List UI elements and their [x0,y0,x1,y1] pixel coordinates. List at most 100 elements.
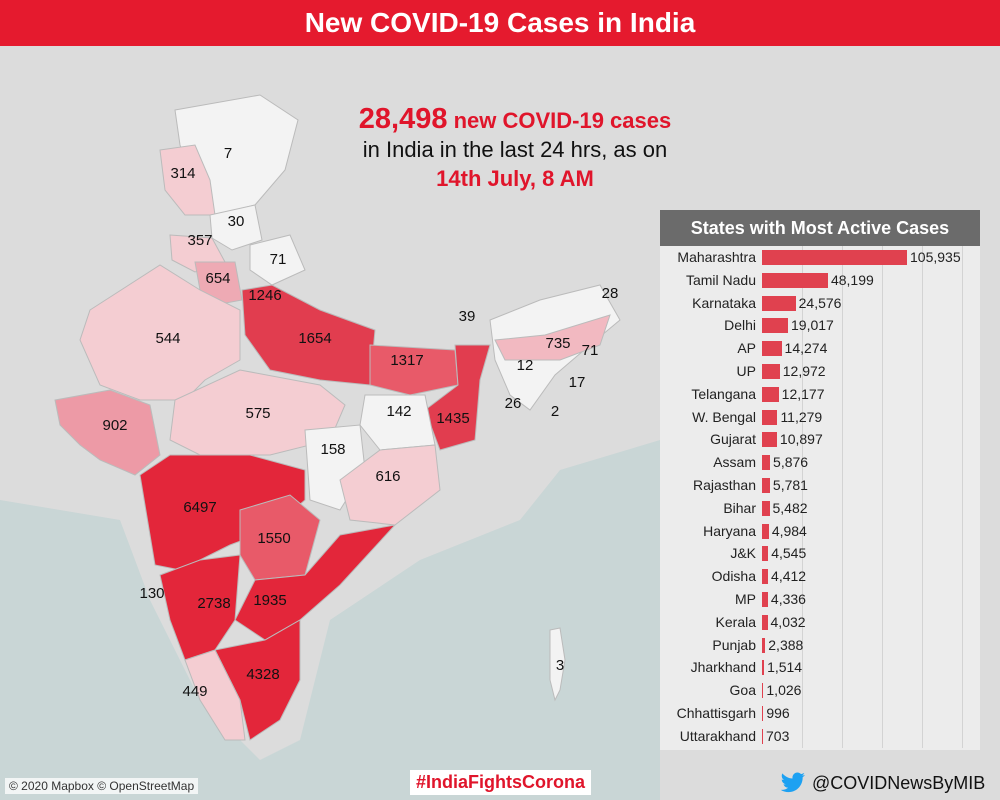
map-case-label: 575 [245,405,270,422]
state-row: MP 4,336 [660,588,980,611]
state-value: 11,279 [780,408,823,425]
state-value: 4,984 [771,522,807,539]
gridline [922,246,923,748]
state-name: UP [736,362,756,379]
map-attribution: © 2020 Mapbox © OpenStreetMap [5,778,199,794]
state-name: Tamil Nadu [685,271,756,288]
map-case-label: 449 [182,683,207,700]
state-bar [762,386,779,402]
state-bar [762,683,764,699]
state-row: AP 14,274 [660,337,980,360]
state-bar [762,660,765,676]
state-bar [762,409,778,425]
state-bar [762,614,768,630]
state-name: Punjab [712,636,756,653]
state-name: Gujarat [710,431,756,448]
state-bar [762,318,789,334]
state-name: Maharashtra [677,249,756,265]
map-case-label: 7 [224,145,232,162]
state-row: Uttarakhand 703 [660,725,980,748]
region-uttarakhand [249,234,306,286]
hashtag: #IndiaFightsCorona [410,770,592,795]
map-case-label: 654 [205,270,230,287]
state-name: Haryana [703,522,756,539]
state-name: Odisha [711,568,756,585]
state-row: Odisha 4,412 [660,565,980,588]
state-name: Goa [729,682,756,699]
state-bar [762,705,764,721]
map-case-label: 314 [170,165,195,182]
region-andaman [549,627,566,702]
map-case-label: 2 [551,403,559,420]
state-bar [762,250,907,265]
map-case-label: 1935 [253,592,286,609]
state-row: Punjab 2,388 [660,634,980,657]
region-himachal [209,204,263,251]
map-case-label: 130 [139,585,164,602]
headline-count: 28,498 [358,103,448,135]
map-case-label: 616 [375,468,400,485]
state-bar [762,363,780,379]
state-bar [762,455,771,471]
state-row: W. Bengal 11,279 [660,406,980,429]
state-value: 12,177 [781,385,825,402]
map-case-label: 1550 [257,530,290,547]
gridline [842,246,843,748]
state-bar [762,477,770,493]
map-case-label: 1654 [298,330,331,347]
map-case-label: 71 [582,342,599,359]
state-bar [762,295,796,311]
state-row: UP 12,972 [660,360,980,383]
state-bar [762,272,828,288]
headline-date: 14th July, 8 AM [436,166,594,191]
region-gujarat [54,389,161,476]
state-row: Rajasthan 5,781 [660,474,980,497]
gridline [882,246,883,748]
page-title: New COVID-19 Cases in India [0,0,1000,46]
state-row: Telangana 12,177 [660,383,980,406]
state-value: 4,412 [771,568,807,585]
region-west-bengal [424,344,491,451]
map-case-label: 2738 [197,595,230,612]
state-value: 996 [766,704,790,721]
state-bar [762,569,769,585]
state-value: 10,897 [779,431,823,448]
state-name: AP [737,340,756,357]
state-name: Rajasthan [692,476,756,493]
state-value: 4,545 [771,545,807,562]
state-name: Delhi [724,317,756,334]
states-bar-list: Maharashtra 105,935 Tamil Nadu 48,199 Karnat… [660,246,980,748]
map-case-label: 39 [459,308,476,325]
state-row: Karnataka 24,576 [660,292,980,315]
state-bar [762,546,769,562]
map-case-label: 12 [517,357,534,374]
state-bar [762,728,763,744]
state-name: Uttarakhand [679,727,756,744]
state-row: Haryana 4,984 [660,520,980,543]
headline-count-suffix: new COVID-19 cases [453,108,672,133]
state-row: Maharashtra 105,935 [660,246,980,269]
headline: 28,498 new COVID-19 cases in India in th… [285,105,745,193]
state-value: 1,026 [766,682,802,699]
twitter-bird-icon [780,772,805,793]
state-value: 12,972 [782,362,826,379]
state-name: Chhattisgarh [676,704,756,721]
region-tamil-nadu [214,619,301,741]
map-case-label: 357 [187,232,212,249]
map-case-label: 158 [320,441,345,458]
state-bar [762,500,770,516]
region-karnataka [159,554,241,661]
map-case-label: 1435 [436,410,469,427]
headline-line2: in India in the last 24 hrs, as on [362,137,668,162]
state-name: J&K [730,545,756,562]
state-name: Assam [713,454,756,471]
state-value: 105,935 [910,249,961,265]
state-value: 14,274 [784,340,828,357]
state-row: Goa 1,026 [660,679,980,702]
state-value: 19,017 [791,317,834,334]
twitter-handle-text: @COVIDNewsByMIB [812,772,986,793]
state-name: Bihar [723,499,756,516]
state-value: 4,336 [770,590,806,607]
state-row: Delhi 19,017 [660,314,980,337]
state-value: 5,482 [772,499,808,516]
